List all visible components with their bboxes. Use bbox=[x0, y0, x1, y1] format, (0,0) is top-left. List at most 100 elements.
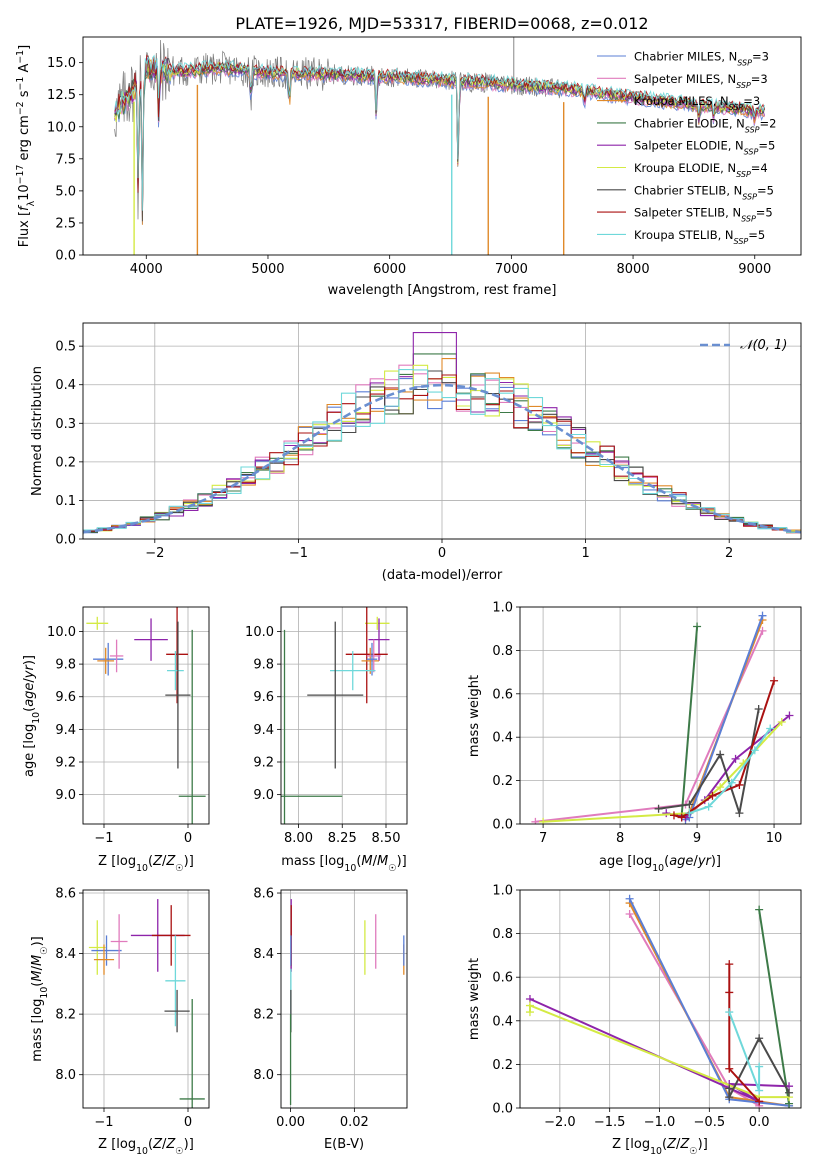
y-tick-label: 0.6 bbox=[492, 971, 513, 986]
weight-series-line bbox=[728, 1036, 790, 1098]
y-tick-label: 0.2 bbox=[492, 1058, 513, 1073]
weight-marker bbox=[725, 988, 734, 997]
errorbar-point bbox=[109, 639, 124, 673]
x-axis-label-part: Z bbox=[165, 854, 176, 869]
x-tick-label: 8000 bbox=[617, 262, 650, 277]
errorbar-point bbox=[110, 914, 128, 969]
y-axis-label: Flux [fλ10−17 erg cm−2 s−1 A−1] bbox=[15, 45, 37, 247]
y-tick-label: 10.0 bbox=[245, 625, 274, 640]
y-axis-label-part: ( bbox=[30, 982, 45, 987]
x-axis-label-part: ☉ bbox=[175, 863, 183, 874]
y-tick-label: 8.4 bbox=[253, 947, 274, 962]
y-tick-label: 0.4 bbox=[492, 731, 513, 746]
y-axis-label-part: ] bbox=[17, 45, 32, 50]
x-tick-label: −0.5 bbox=[694, 1115, 726, 1130]
y-tick-label: 2.5 bbox=[55, 216, 76, 231]
legend-label-part: =3 bbox=[752, 50, 769, 64]
legend-label-part: Kroupa ELODIE, N bbox=[634, 161, 736, 175]
plot-area bbox=[114, 37, 765, 255]
legend-label-part: =3 bbox=[743, 94, 760, 108]
y-tick-label: 0.3 bbox=[55, 417, 76, 432]
x-tick-label: 9000 bbox=[738, 262, 771, 277]
x-axis-label-part: / bbox=[162, 1137, 167, 1152]
y-axis-label-part: mass [log bbox=[30, 999, 45, 1062]
legend-label-part: SSP bbox=[742, 192, 757, 201]
x-tick-label: 7000 bbox=[495, 262, 528, 277]
legend-label-part: SSP bbox=[744, 147, 759, 156]
y-axis-label: Normed distribution bbox=[30, 366, 45, 496]
y-tick-label: 9.0 bbox=[253, 788, 274, 803]
x-axis-label-part: ☉ bbox=[388, 863, 396, 874]
x-tick-label: 0.02 bbox=[340, 1115, 369, 1130]
x-tick-label: −1.0 bbox=[644, 1115, 676, 1130]
x-axis-label-part: yr bbox=[697, 854, 713, 869]
y-tick-label: 0.4 bbox=[492, 1014, 513, 1029]
y-axis-label: age [log10(age/yr)] bbox=[22, 655, 42, 777]
y-tick-label: 0.0 bbox=[55, 533, 76, 548]
errorbar-point bbox=[345, 607, 388, 704]
x-axis-label-part: / bbox=[162, 854, 167, 869]
legend-label-part: SSP bbox=[729, 103, 744, 112]
legend-label-part: =4 bbox=[751, 161, 768, 175]
weight-marker bbox=[785, 711, 794, 720]
y-axis-label-part: −1 bbox=[15, 77, 26, 91]
plot-area bbox=[525, 894, 794, 1108]
y-tick-label: 9.0 bbox=[55, 788, 76, 803]
legend-label: Kroupa STELIB, NSSP=5 bbox=[634, 228, 765, 246]
y-tick-label: 7.5 bbox=[55, 152, 76, 167]
weight-marker bbox=[625, 909, 634, 918]
legend-label: Salpeter MILES, NSSP=3 bbox=[634, 72, 768, 90]
y-tick-label: 0.8 bbox=[492, 927, 513, 942]
y-axis-label-part: Flux [ bbox=[17, 211, 32, 247]
x-axis-label-part: )] bbox=[698, 1137, 708, 1152]
weight-marker bbox=[716, 783, 725, 792]
x-axis-label-part: ( bbox=[356, 854, 361, 869]
weight-marker bbox=[539, 817, 548, 824]
legend-label-part: =5 bbox=[756, 206, 773, 220]
errorbar-point bbox=[165, 935, 186, 1027]
legend-label-part: =5 bbox=[758, 139, 775, 153]
weight-marker bbox=[725, 1093, 734, 1102]
weight-marker bbox=[662, 809, 671, 818]
spectrum-panel: 4000 5000 6000 7000 8000 9000 0.0 2.5 5.0 7.5 10.0… bbox=[15, 36, 802, 298]
legend-label: Chabrier STELIB, NSSP=5 bbox=[634, 183, 774, 201]
mass-vs-extinction-panel: 0.00 0.02 8.0 8.2 8.4 8.6 E(B-V) bbox=[253, 887, 408, 1152]
errorbar-point bbox=[86, 616, 109, 630]
y-tick-label: 15.0 bbox=[47, 56, 76, 71]
x-tick-label: 4000 bbox=[130, 262, 163, 277]
y-axis-label-part: / bbox=[30, 965, 45, 970]
weight-marker bbox=[725, 1064, 734, 1073]
errorbar-point bbox=[307, 621, 364, 769]
x-axis-label-part: Z [log bbox=[98, 1137, 136, 1152]
y-tick-label: 0.5 bbox=[55, 340, 76, 355]
x-axis-label-part: )] bbox=[184, 1137, 194, 1152]
x-axis-label: Z [log10(Z/Z☉)] bbox=[98, 1137, 194, 1157]
weight-marker bbox=[785, 1088, 794, 1097]
legend-label-part: SSP bbox=[736, 170, 751, 179]
legend-label: 𝒩(0, 1) bbox=[740, 338, 787, 353]
age-vs-mass-panel: 8.00 8.25 8.50 9.0 9.2 9.4 9.6 9.8 10.0 mass [log… bbox=[245, 606, 408, 874]
x-tick-label: 0 bbox=[438, 546, 446, 561]
y-axis-label-part: 10 bbox=[17, 184, 32, 201]
plot-area bbox=[289, 899, 405, 1105]
y-tick-label: 9.8 bbox=[55, 658, 76, 673]
x-axis-label-part: age [log bbox=[599, 854, 652, 869]
weight-marker bbox=[754, 704, 763, 713]
x-axis-label: Z [log10(Z/Z☉)] bbox=[98, 854, 194, 874]
axes-frame bbox=[280, 889, 408, 1109]
legend-label-part: Kroupa STELIB, N bbox=[634, 228, 734, 242]
x-axis-label-part: )] bbox=[711, 854, 721, 869]
residual-histogram-step bbox=[83, 353, 801, 534]
errorbar-point bbox=[88, 920, 106, 975]
y-axis-label-part: ☉ bbox=[39, 946, 50, 954]
x-tick-label: −1 bbox=[94, 1115, 113, 1130]
weight-series-line bbox=[728, 1011, 761, 1091]
y-tick-label: 0.0 bbox=[492, 1102, 513, 1117]
errorbar-point bbox=[91, 935, 122, 966]
y-axis-label-part: A bbox=[17, 64, 32, 77]
age-vs-metallicity-panel: −1 09.09.29.49.69.810.0Z [log10(Z/Z☉)]age… bbox=[22, 606, 210, 874]
y-axis-label-part: M bbox=[30, 970, 45, 981]
model-spectrum-line bbox=[114, 55, 765, 222]
weight-marker bbox=[625, 894, 634, 903]
